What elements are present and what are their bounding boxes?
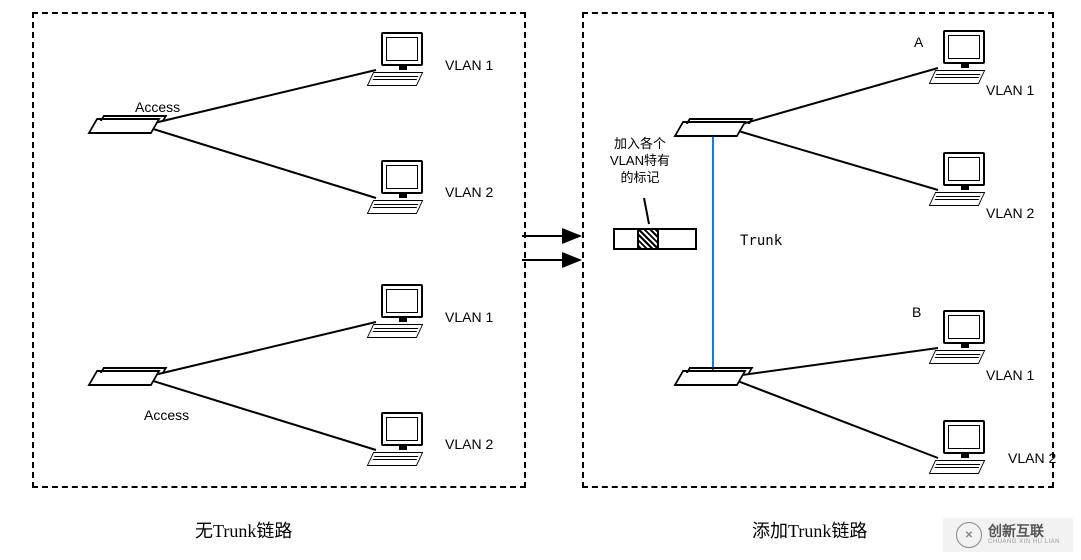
left-vlan1-label-a: VLAN 1	[445, 57, 493, 73]
left-pc1-icon	[370, 32, 425, 87]
right-vlan2-label-b: VLAN 2	[1008, 450, 1056, 466]
access-label-1: Access	[135, 99, 180, 115]
right-pc1-icon	[932, 30, 987, 85]
node-a-label: A	[914, 34, 923, 50]
right-switch-1-icon	[673, 121, 746, 137]
right-caption: 添加Trunk链路	[752, 517, 867, 543]
right-vlan1-label-b: VLAN 1	[986, 367, 1034, 383]
left-vlan2-label-a: VLAN 2	[445, 184, 493, 200]
node-b-label: B	[912, 304, 921, 320]
right-vlan1-label-a: VLAN 1	[986, 82, 1034, 98]
left-pc4-icon	[370, 412, 425, 467]
trunk-label: Trunk	[740, 233, 782, 249]
watermark: 创新互联 CHUANG XIN HU LIAN	[943, 518, 1073, 552]
left-switch-1-icon	[87, 118, 160, 134]
watermark-sub: CHUANG XIN HU LIAN	[988, 539, 1060, 546]
watermark-logo-icon	[956, 522, 982, 548]
left-panel-box	[32, 12, 526, 488]
access-label-2: Access	[144, 407, 189, 423]
left-vlan1-label-b: VLAN 1	[445, 309, 493, 325]
right-switch-2-icon	[673, 370, 746, 386]
watermark-main: 创新互联	[988, 524, 1060, 539]
left-switch-2-icon	[87, 370, 160, 386]
left-pc3-icon	[370, 284, 425, 339]
right-pc2-icon	[932, 152, 987, 207]
right-pc4-icon	[932, 420, 987, 475]
right-vlan2-label-a: VLAN 2	[986, 205, 1034, 221]
left-pc2-icon	[370, 160, 425, 215]
right-pc3-icon	[932, 310, 987, 365]
left-vlan2-label-b: VLAN 2	[445, 436, 493, 452]
diagram-root: Access Access VLAN 1 VLAN 2 VLAN 1 VLAN …	[0, 0, 1081, 560]
left-caption: 无Trunk链路	[195, 517, 292, 543]
